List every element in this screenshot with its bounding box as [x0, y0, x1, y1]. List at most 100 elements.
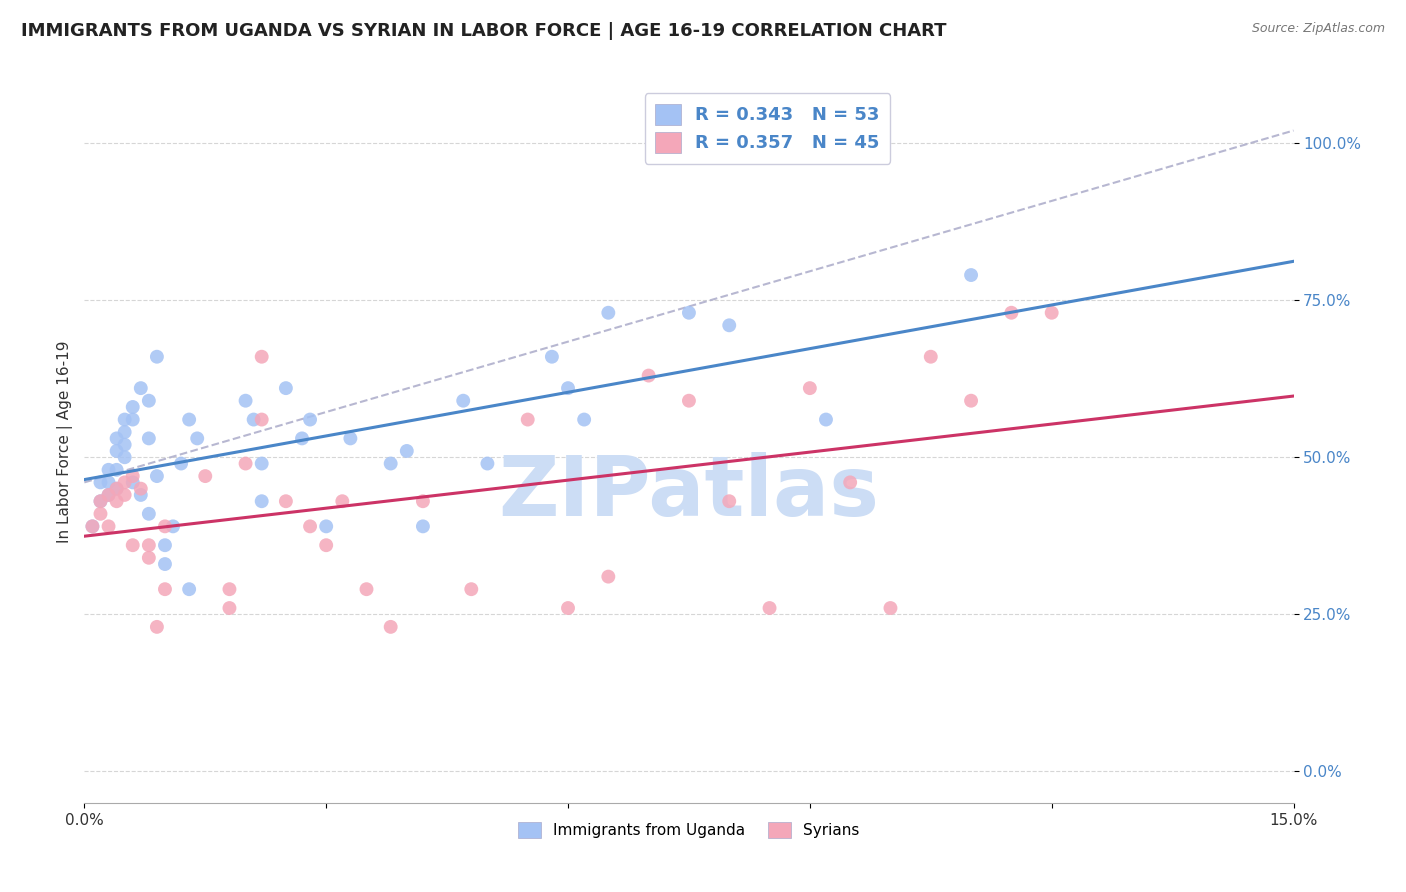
Point — [235, 393, 257, 408]
Point — [146, 469, 169, 483]
Point — [814, 412, 837, 426]
Point — [315, 519, 337, 533]
Point — [250, 412, 273, 426]
Point — [121, 400, 143, 414]
Point — [678, 306, 700, 320]
Point — [153, 557, 176, 571]
Point — [380, 620, 402, 634]
Y-axis label: In Labor Force | Age 16-19: In Labor Force | Age 16-19 — [58, 340, 73, 543]
Point — [598, 306, 620, 320]
Point — [1000, 306, 1022, 320]
Point — [516, 412, 538, 426]
Point — [250, 457, 273, 471]
Point — [451, 393, 474, 408]
Point — [138, 393, 160, 408]
Point — [557, 601, 579, 615]
Point — [153, 582, 176, 597]
Point — [960, 393, 983, 408]
Point — [105, 431, 128, 445]
Point — [170, 457, 193, 471]
Point — [138, 538, 160, 552]
Point — [960, 268, 983, 282]
Point — [356, 582, 378, 597]
Point — [920, 350, 942, 364]
Point — [291, 431, 314, 445]
Point — [718, 318, 741, 333]
Point — [105, 494, 128, 508]
Point — [598, 569, 620, 583]
Point — [718, 494, 741, 508]
Point — [572, 412, 595, 426]
Point — [97, 463, 120, 477]
Point — [114, 438, 136, 452]
Point — [97, 475, 120, 490]
Point — [89, 475, 111, 490]
Point — [121, 412, 143, 426]
Point — [412, 494, 434, 508]
Point — [1040, 306, 1063, 320]
Point — [315, 538, 337, 552]
Point — [194, 469, 217, 483]
Point — [179, 582, 201, 597]
Point — [121, 469, 143, 483]
Point — [250, 494, 273, 508]
Point — [242, 412, 264, 426]
Point — [380, 457, 402, 471]
Point — [105, 463, 128, 477]
Point — [153, 538, 176, 552]
Point — [153, 519, 176, 533]
Point — [250, 350, 273, 364]
Point — [339, 431, 361, 445]
Point — [146, 620, 169, 634]
Point — [97, 488, 120, 502]
Point — [121, 475, 143, 490]
Legend: Immigrants from Uganda, Syrians: Immigrants from Uganda, Syrians — [510, 814, 868, 846]
Point — [114, 488, 136, 502]
Point — [412, 519, 434, 533]
Point — [541, 350, 564, 364]
Point — [105, 444, 128, 458]
Point — [97, 488, 120, 502]
Point — [395, 444, 418, 458]
Point — [105, 482, 128, 496]
Point — [138, 431, 160, 445]
Text: Source: ZipAtlas.com: Source: ZipAtlas.com — [1251, 22, 1385, 36]
Point — [330, 494, 353, 508]
Point — [557, 381, 579, 395]
Point — [678, 393, 700, 408]
Point — [82, 519, 104, 533]
Point — [114, 450, 136, 465]
Point — [477, 457, 499, 471]
Point — [637, 368, 659, 383]
Point — [114, 425, 136, 439]
Point — [89, 494, 111, 508]
Point — [138, 550, 160, 565]
Point — [235, 457, 257, 471]
Point — [97, 519, 120, 533]
Point — [105, 482, 128, 496]
Point — [162, 519, 184, 533]
Point — [460, 582, 482, 597]
Point — [82, 519, 104, 533]
Point — [839, 475, 862, 490]
Point — [89, 507, 111, 521]
Point — [114, 475, 136, 490]
Point — [799, 381, 821, 395]
Point — [129, 482, 152, 496]
Point — [121, 538, 143, 552]
Text: IMMIGRANTS FROM UGANDA VS SYRIAN IN LABOR FORCE | AGE 16-19 CORRELATION CHART: IMMIGRANTS FROM UGANDA VS SYRIAN IN LABO… — [21, 22, 946, 40]
Point — [274, 381, 297, 395]
Point — [758, 601, 780, 615]
Point — [186, 431, 208, 445]
Point — [879, 601, 901, 615]
Point — [89, 494, 111, 508]
Point — [299, 412, 322, 426]
Point — [114, 412, 136, 426]
Point — [179, 412, 201, 426]
Point — [146, 350, 169, 364]
Point — [129, 381, 152, 395]
Point — [129, 488, 152, 502]
Point — [299, 519, 322, 533]
Text: ZIPatlas: ZIPatlas — [499, 451, 879, 533]
Point — [218, 582, 240, 597]
